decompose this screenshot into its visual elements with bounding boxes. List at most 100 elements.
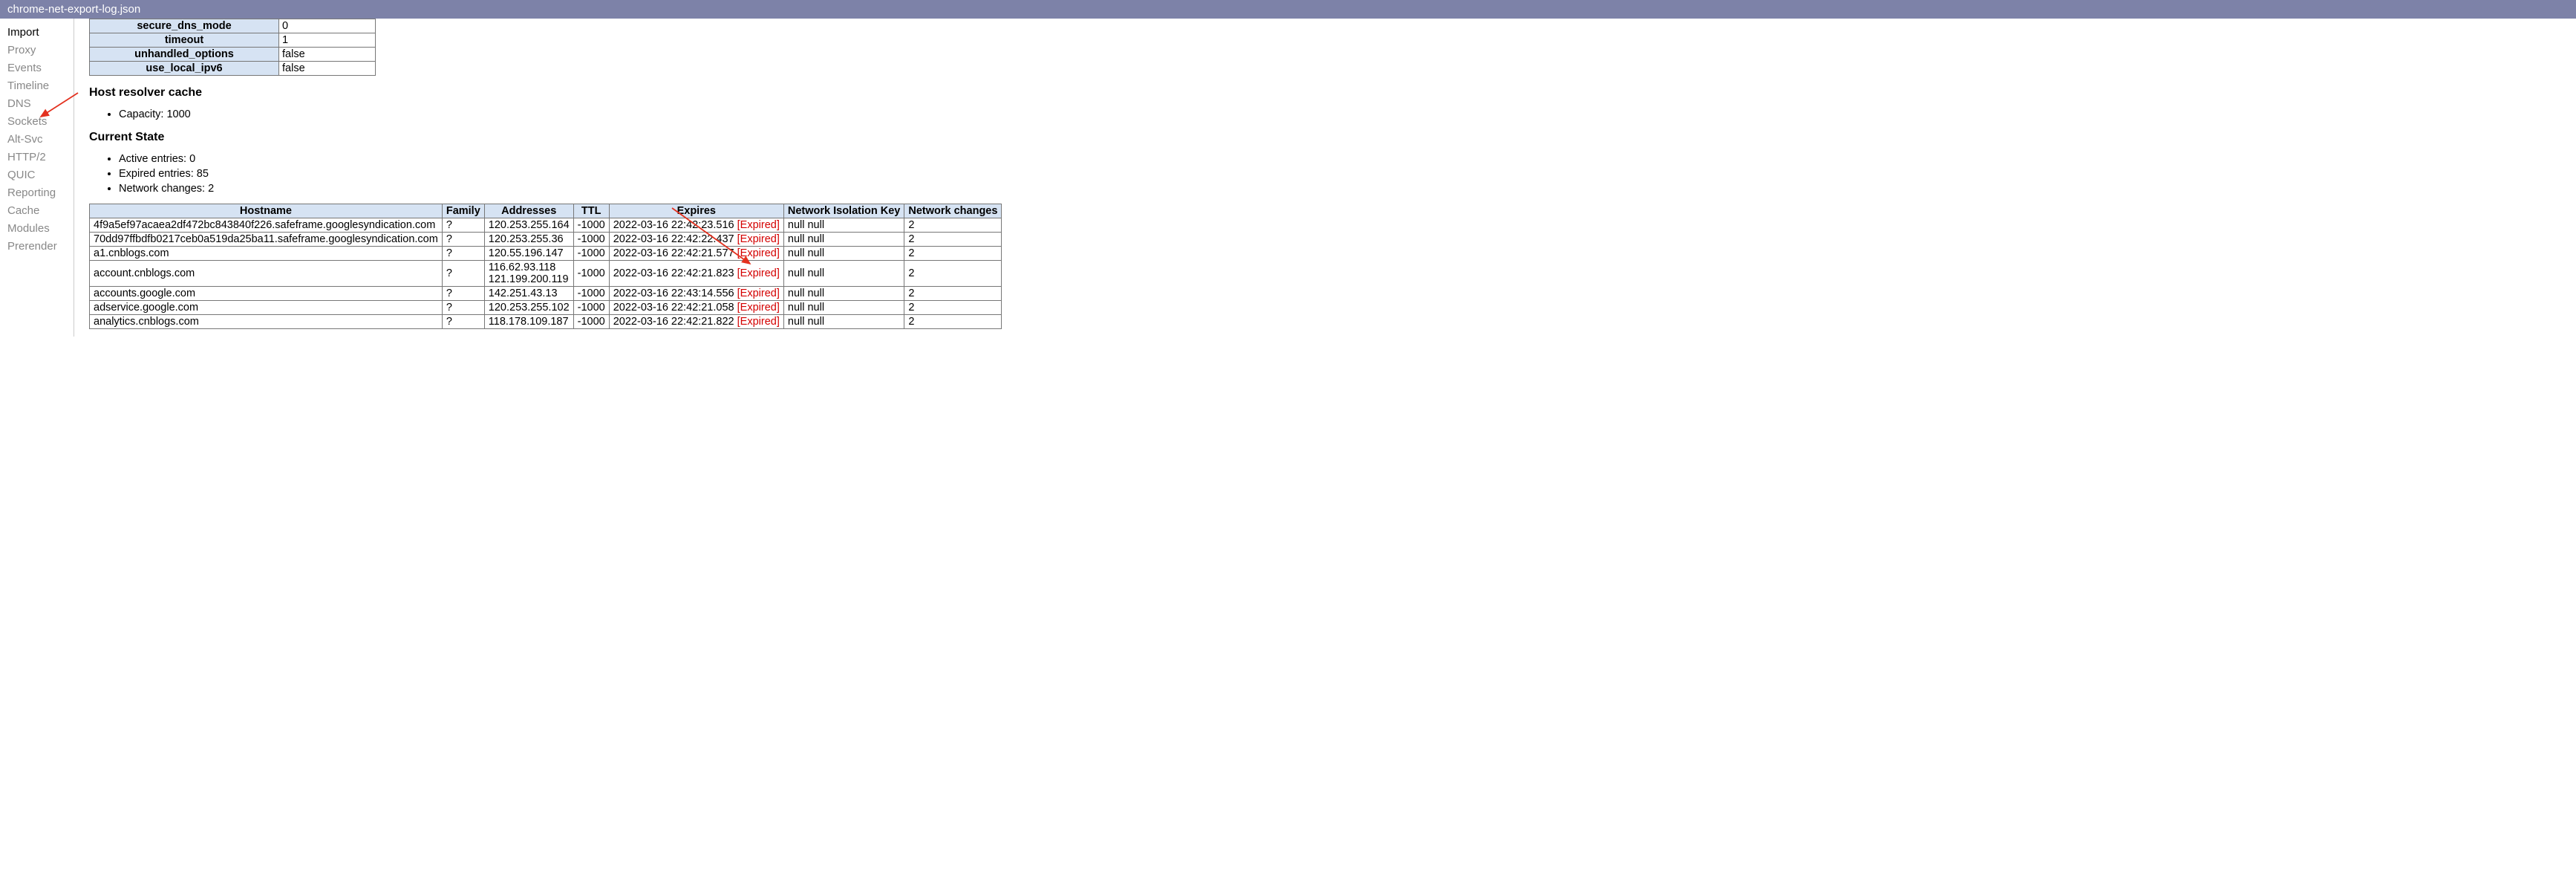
cell-ttl: -1000: [573, 287, 609, 301]
state-item: Expired entries: 85: [119, 166, 2576, 181]
expired-badge: [Expired]: [737, 247, 780, 259]
cell-network-changes: 2: [904, 218, 1002, 233]
sidebar-item-prerender[interactable]: Prerender: [7, 237, 74, 255]
cell-network-changes: 2: [904, 233, 1002, 247]
cell-nik: null null: [783, 301, 904, 315]
cell-expires: 2022-03-16 22:43:14.556 [Expired]: [609, 287, 783, 301]
state-item: Network changes: 2: [119, 181, 2576, 196]
cell-ttl: -1000: [573, 218, 609, 233]
cache-title: Host resolver cache: [89, 86, 2576, 100]
sidebar-item-import[interactable]: Import: [7, 23, 74, 41]
sidebar-item-cache[interactable]: Cache: [7, 201, 74, 219]
cell-nik: null null: [783, 247, 904, 261]
cell-nik: null null: [783, 218, 904, 233]
cell-addresses: 118.178.109.187: [484, 315, 573, 329]
config-row: use_local_ipv6false: [90, 62, 376, 76]
cell-hostname: 4f9a5ef97acaea2df472bc843840f226.safefra…: [90, 218, 443, 233]
main-container: ImportProxyEventsTimelineDNSSocketsAlt-S…: [0, 19, 2576, 337]
sidebar-item-quic[interactable]: QUIC: [7, 166, 74, 184]
config-row: timeout1: [90, 33, 376, 48]
config-val: false: [279, 62, 376, 76]
cell-addresses: 120.55.196.147: [484, 247, 573, 261]
cell-family: ?: [442, 233, 484, 247]
cell-ttl: -1000: [573, 301, 609, 315]
cell-expires: 2022-03-16 22:42:23.516 [Expired]: [609, 218, 783, 233]
expired-badge: [Expired]: [737, 233, 780, 245]
config-val: 1: [279, 33, 376, 48]
cell-family: ?: [442, 247, 484, 261]
table-row: 70dd97ffbdfb0217ceb0a519da25ba11.safefra…: [90, 233, 1002, 247]
expired-badge: [Expired]: [737, 219, 780, 231]
cell-hostname: a1.cnblogs.com: [90, 247, 443, 261]
cell-addresses: 120.253.255.36: [484, 233, 573, 247]
cell-expires: 2022-03-16 22:42:21.822 [Expired]: [609, 315, 783, 329]
sidebar-item-alt-svc[interactable]: Alt-Svc: [7, 130, 74, 148]
cell-nik: null null: [783, 261, 904, 287]
table-row: 4f9a5ef97acaea2df472bc843840f226.safefra…: [90, 218, 1002, 233]
cell-addresses: 120.253.255.102: [484, 301, 573, 315]
cell-family: ?: [442, 218, 484, 233]
cell-addresses: 142.251.43.13: [484, 287, 573, 301]
config-table: secure_dns_mode0timeout1unhandled_option…: [89, 19, 376, 76]
sidebar-item-sockets[interactable]: Sockets: [7, 112, 74, 130]
table-header-row: HostnameFamilyAddressesTTLExpiresNetwork…: [90, 204, 1002, 218]
expired-badge: [Expired]: [737, 288, 780, 299]
header-title: chrome-net-export-log.json: [7, 3, 140, 16]
sidebar: ImportProxyEventsTimelineDNSSocketsAlt-S…: [0, 19, 74, 337]
state-item: Active entries: 0: [119, 152, 2576, 166]
cell-ttl: -1000: [573, 247, 609, 261]
cell-family: ?: [442, 315, 484, 329]
config-key: secure_dns_mode: [90, 19, 279, 33]
table-row: accounts.google.com?142.251.43.13-100020…: [90, 287, 1002, 301]
header-bar: chrome-net-export-log.json: [0, 0, 2576, 19]
config-key: use_local_ipv6: [90, 62, 279, 76]
config-row: secure_dns_mode0: [90, 19, 376, 33]
cell-addresses: 116.62.93.118 121.199.200.119: [484, 261, 573, 287]
cell-hostname: account.cnblogs.com: [90, 261, 443, 287]
expired-badge: [Expired]: [737, 316, 780, 328]
cell-family: ?: [442, 287, 484, 301]
cell-ttl: -1000: [573, 233, 609, 247]
cell-nik: null null: [783, 315, 904, 329]
capacity-item: Capacity: 1000: [119, 107, 2576, 122]
sidebar-item-dns[interactable]: DNS: [7, 94, 74, 112]
main-content: secure_dns_mode0timeout1unhandled_option…: [74, 19, 2576, 337]
config-val: false: [279, 48, 376, 62]
cell-network-changes: 2: [904, 247, 1002, 261]
table-header: Addresses: [484, 204, 573, 218]
cell-addresses: 120.253.255.164: [484, 218, 573, 233]
config-row: unhandled_optionsfalse: [90, 48, 376, 62]
cell-network-changes: 2: [904, 287, 1002, 301]
dns-table: HostnameFamilyAddressesTTLExpiresNetwork…: [89, 204, 1002, 329]
cell-ttl: -1000: [573, 261, 609, 287]
table-header: TTL: [573, 204, 609, 218]
sidebar-item-http-2[interactable]: HTTP/2: [7, 148, 74, 166]
config-val: 0: [279, 19, 376, 33]
cell-expires: 2022-03-16 22:42:21.823 [Expired]: [609, 261, 783, 287]
config-key: unhandled_options: [90, 48, 279, 62]
cell-expires: 2022-03-16 22:42:22.437 [Expired]: [609, 233, 783, 247]
sidebar-item-timeline[interactable]: Timeline: [7, 77, 74, 94]
table-row: adservice.google.com?120.253.255.102-100…: [90, 301, 1002, 315]
cell-family: ?: [442, 301, 484, 315]
cell-hostname: 70dd97ffbdfb0217ceb0a519da25ba11.safefra…: [90, 233, 443, 247]
cell-hostname: accounts.google.com: [90, 287, 443, 301]
sidebar-item-proxy[interactable]: Proxy: [7, 41, 74, 59]
sidebar-item-events[interactable]: Events: [7, 59, 74, 77]
cell-expires: 2022-03-16 22:42:21.577 [Expired]: [609, 247, 783, 261]
sidebar-item-modules[interactable]: Modules: [7, 219, 74, 237]
table-header: Expires: [609, 204, 783, 218]
state-title: Current State: [89, 131, 2576, 144]
cell-nik: null null: [783, 233, 904, 247]
sidebar-item-reporting[interactable]: Reporting: [7, 184, 74, 201]
table-header: Network Isolation Key: [783, 204, 904, 218]
state-list: Active entries: 0Expired entries: 85Netw…: [119, 152, 2576, 196]
table-row: a1.cnblogs.com?120.55.196.147-10002022-0…: [90, 247, 1002, 261]
table-row: analytics.cnblogs.com?118.178.109.187-10…: [90, 315, 1002, 329]
expired-badge: [Expired]: [737, 267, 780, 279]
table-row: account.cnblogs.com?116.62.93.118 121.19…: [90, 261, 1002, 287]
config-key: timeout: [90, 33, 279, 48]
cache-list: Capacity: 1000: [119, 107, 2576, 122]
table-header: Family: [442, 204, 484, 218]
table-header: Network changes: [904, 204, 1002, 218]
